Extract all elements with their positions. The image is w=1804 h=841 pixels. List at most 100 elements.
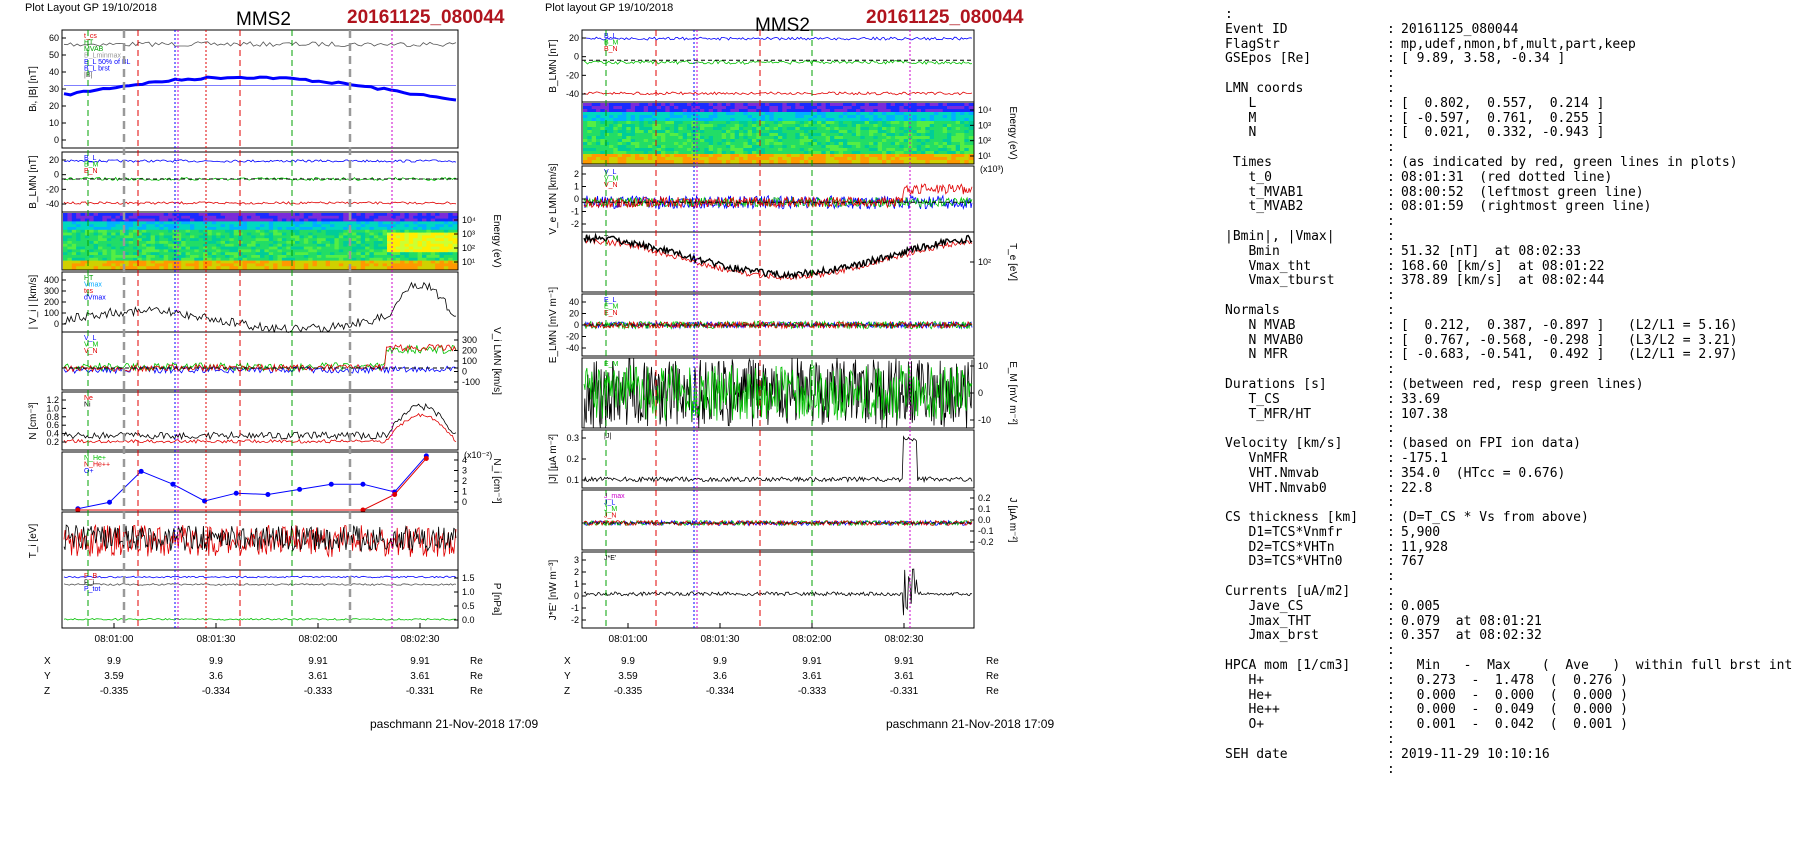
- info-separator: :: [1387, 746, 1395, 762]
- spectrogram-cell: [242, 235, 248, 239]
- spectrogram-cell: [912, 124, 918, 128]
- spectrogram-cell: [365, 227, 370, 231]
- spectrogram-cell: [150, 235, 156, 239]
- spectrogram-cell: [185, 218, 191, 222]
- spectrogram-cell: [583, 148, 588, 152]
- spectrogram-cell: [856, 103, 861, 107]
- spectrogram-cell: [747, 139, 753, 143]
- spectrogram-cell: [804, 127, 809, 131]
- series-line: [583, 364, 973, 421]
- spectrogram-cell: [163, 232, 169, 236]
- spectrogram-cell: [330, 246, 335, 250]
- spectrogram-cell: [238, 213, 243, 217]
- spectrogram-cell: [648, 118, 653, 122]
- spectrogram-cell: [137, 238, 143, 242]
- spectrogram-cell: [916, 139, 922, 143]
- spectrogram-cell: [938, 112, 944, 116]
- spectrogram-cell: [360, 224, 366, 228]
- spectrogram-cell: [864, 124, 870, 128]
- spectrogram-cell: [830, 127, 835, 131]
- spectrogram-cell: [886, 127, 892, 131]
- spectrogram-cell: [260, 215, 265, 220]
- spectrogram-cell: [652, 124, 658, 128]
- spectrogram-cell: [387, 227, 392, 231]
- spectrogram-cell: [708, 109, 714, 113]
- spectrogram-cell: [669, 115, 675, 119]
- spectrogram-cell: [713, 124, 718, 128]
- spectrogram-cell: [422, 266, 427, 270]
- spectrogram-cell: [321, 260, 327, 264]
- spectrogram-cell: [808, 109, 814, 113]
- spectrogram-cell: [622, 121, 627, 125]
- spectrogram-cell: [652, 157, 658, 161]
- spectrogram-cell: [286, 249, 292, 253]
- spectrogram-cell: [119, 235, 125, 239]
- info-separator: :: [1387, 80, 1395, 96]
- spectrogram-cell: [847, 130, 853, 134]
- spectrogram-cell: [877, 124, 883, 128]
- spectrogram-cell: [756, 127, 762, 131]
- info-separator: :: [1387, 761, 1395, 777]
- spectrogram-cell: [678, 145, 684, 149]
- spectrogram-cell: [622, 115, 627, 119]
- spectrogram-cell: [964, 121, 970, 125]
- spectrogram-cell: [198, 260, 204, 264]
- spectrogram-cell: [877, 103, 883, 107]
- spectrogram-cell: [682, 124, 688, 128]
- spectrogram: [63, 213, 458, 270]
- spectrogram-cell: [678, 103, 684, 107]
- spectrogram-cell: [242, 266, 248, 270]
- info-row: O+: 0.001 - 0.042 ( 0.001 ): [1225, 717, 1800, 733]
- spectrogram-cell: [246, 243, 252, 248]
- spectrogram-cell: [773, 121, 779, 125]
- info-row: FlagStr: mp,udef,nmon,bf,mult,part,keep: [1225, 37, 1800, 53]
- spectrogram-cell: [111, 243, 117, 248]
- info-separator: :: [1387, 643, 1395, 659]
- spectrogram-cell: [808, 157, 814, 161]
- spectrogram-cell: [726, 124, 731, 128]
- spectrogram-cell: [330, 257, 335, 262]
- spectrogram-cell: [242, 213, 248, 217]
- spectrogram-cell: [308, 260, 314, 264]
- spectrogram-cell: [242, 241, 248, 245]
- tick-label: -40: [566, 343, 579, 353]
- spectrogram-cell: [268, 257, 274, 262]
- legend-entry: B_N: [604, 46, 618, 53]
- spectrogram-cell: [233, 215, 239, 220]
- spectrogram-cell: [93, 249, 99, 253]
- spectrogram-cell: [391, 221, 397, 225]
- spectrogram-cell: [795, 154, 801, 158]
- spectrogram-cell: [756, 136, 762, 140]
- spectrogram-cell: [708, 127, 714, 131]
- spectrogram-cell: [417, 215, 423, 220]
- info-separator: :: [1387, 672, 1395, 688]
- spectrogram-cell: [782, 139, 788, 143]
- spectrogram-cell: [356, 235, 362, 239]
- info-separator: :: [1387, 702, 1395, 718]
- spectrogram-cell: [596, 154, 601, 158]
- info-separator: :: [1387, 450, 1395, 466]
- spectrogram-cell: [916, 133, 922, 137]
- spectrogram-cell: [942, 157, 948, 161]
- spectrogram-cell: [435, 227, 440, 231]
- spectrogram-cell: [295, 238, 300, 242]
- spectrogram-cell: [717, 136, 723, 140]
- spectrogram-cell: [687, 109, 692, 113]
- spectrogram-cell: [400, 218, 405, 222]
- spectrogram-cell: [63, 243, 68, 248]
- spectrogram-cell: [925, 109, 931, 113]
- spectrogram-cell: [916, 136, 922, 140]
- spectrogram-cell: [752, 103, 757, 107]
- spectrogram-cell: [743, 154, 749, 158]
- spectrogram-cell: [277, 263, 283, 267]
- spectrogram-cell: [851, 133, 857, 137]
- spectrogram-cell: [656, 160, 662, 164]
- spectrogram-cell: [273, 241, 278, 245]
- spectrogram-cell: [211, 221, 217, 225]
- spectrogram-cell: [417, 249, 423, 253]
- spectrogram-cell: [661, 148, 666, 152]
- spectrogram-cell: [417, 246, 423, 250]
- spectrogram-cell: [146, 227, 152, 231]
- spectrogram-cell: [308, 215, 314, 220]
- spectrogram-cell: [216, 215, 222, 220]
